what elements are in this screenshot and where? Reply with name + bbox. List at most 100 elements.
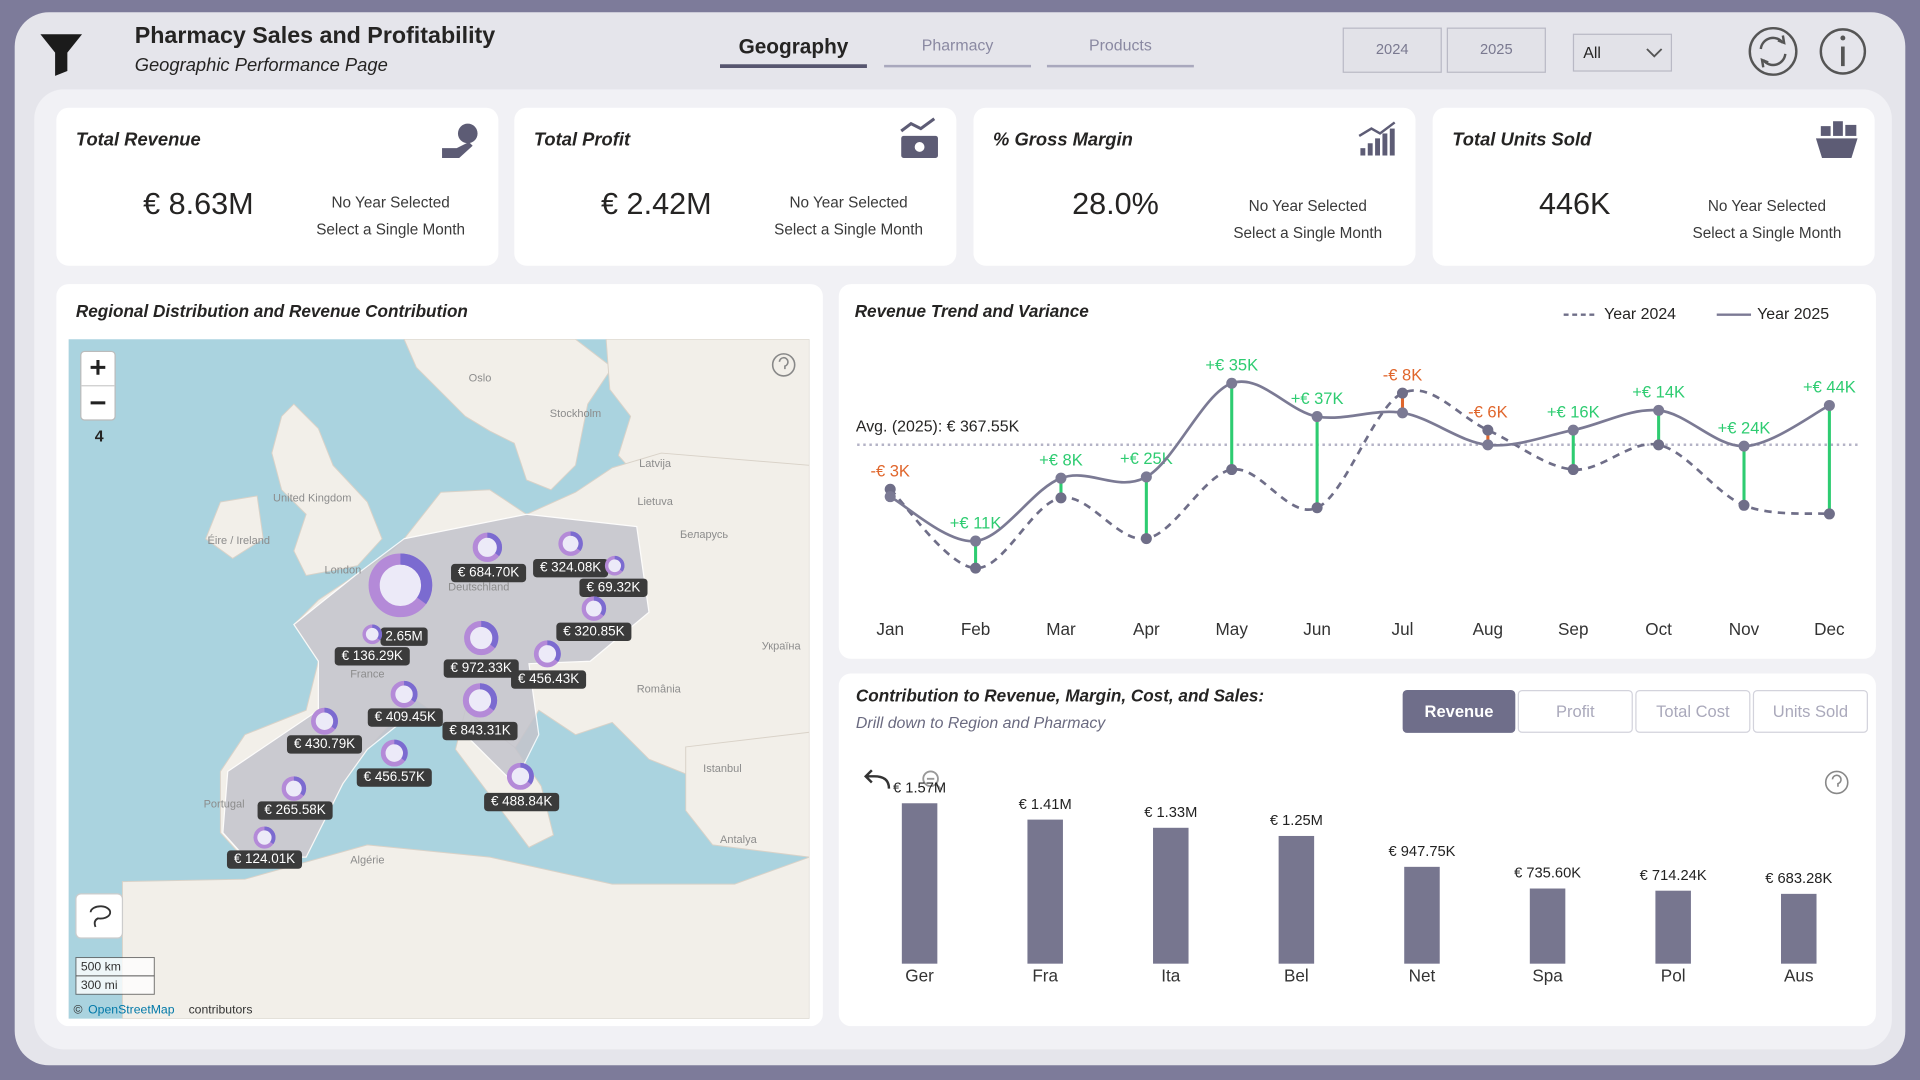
x-tick-label: May	[1216, 619, 1249, 639]
land	[271, 403, 383, 577]
page-title: Pharmacy Sales and Profitability	[135, 22, 496, 48]
metric-button[interactable]	[1752, 690, 1868, 733]
dropdown[interactable]	[1572, 33, 1673, 72]
metric-button-label[interactable]: Revenue	[1425, 702, 1494, 721]
metric-button[interactable]	[1635, 690, 1751, 733]
kpi-value: € 2.42M	[601, 187, 712, 221]
logo	[40, 34, 83, 76]
x-tick-label: Sep	[1558, 619, 1588, 639]
lasso-button[interactable]	[75, 893, 124, 939]
x-tick-label: Jul	[1392, 619, 1414, 639]
bubble-label-bg	[257, 801, 333, 820]
x-tick-label: Apr	[1133, 619, 1160, 639]
bar-help-glyph[interactable]	[1831, 774, 1842, 787]
legend-label: Year 2024	[1604, 306, 1676, 323]
metric-button[interactable]	[1517, 690, 1633, 733]
variance-label: +€ 25K	[1120, 449, 1173, 468]
bar-help[interactable]	[1824, 770, 1849, 795]
place-label: France	[350, 669, 384, 681]
kpi-icon	[1845, 124, 1857, 136]
bubble-label-bg	[579, 578, 648, 597]
series-point	[1567, 424, 1579, 436]
bubble-label: € 430.79K	[294, 736, 355, 751]
dropdown-chevron[interactable]	[1646, 48, 1663, 58]
bar-value-label: € 947.75K	[1388, 844, 1455, 860]
dropdown-value[interactable]: All	[1583, 45, 1601, 62]
metric-button-label[interactable]: Total Cost	[1656, 702, 1730, 721]
series-point	[1738, 499, 1750, 511]
map-help-glyph[interactable]	[778, 356, 789, 370]
variance-label: +€ 14K	[1632, 383, 1685, 402]
x-tick-label: Spa	[1532, 966, 1563, 986]
map-help[interactable]	[771, 353, 796, 377]
bar	[901, 803, 938, 964]
variance-label: +€ 8K	[1039, 450, 1083, 469]
year-button[interactable]	[1446, 27, 1546, 73]
series-point	[1311, 502, 1323, 514]
refresh-heads[interactable]	[1760, 35, 1786, 68]
x-tick-label: Ita	[1161, 966, 1181, 986]
tab[interactable]: Products	[1089, 38, 1152, 55]
x-tick-label: Bel	[1284, 966, 1309, 986]
place-label: Oslo	[469, 372, 492, 384]
kpi-icon	[1360, 148, 1366, 156]
metric-button-label[interactable]: Units Sold	[1773, 702, 1848, 721]
chart-title: Contribution to Revenue, Margin, Cost, a…	[856, 685, 1264, 705]
bubble-segment	[380, 739, 408, 767]
bar	[1529, 888, 1566, 964]
land	[205, 495, 264, 559]
place-label: Україна	[762, 640, 802, 652]
kpi-note: Select a Single Month	[774, 221, 923, 238]
info-ring[interactable]	[1819, 28, 1867, 75]
x-tick-label: Oct	[1645, 619, 1672, 639]
bubble-label: € 684.70K	[458, 565, 519, 580]
bubble-segment	[390, 680, 418, 708]
metric-button-label[interactable]: Profit	[1556, 702, 1595, 721]
kpi-card	[514, 107, 957, 266]
attribution: ©	[73, 1002, 82, 1016]
kpi-title: Total Units Sold	[1452, 129, 1592, 150]
bar-value-label: € 1.33M	[1144, 805, 1197, 821]
year-button[interactable]	[1342, 27, 1442, 73]
x-tick-label: Jan	[876, 619, 904, 639]
bar-value-label: € 1.41M	[1019, 797, 1072, 813]
tab[interactable]: Pharmacy	[922, 38, 994, 55]
refresh-button[interactable]	[1748, 26, 1798, 76]
series-point	[1482, 439, 1494, 451]
x-tick-label: Aug	[1473, 619, 1503, 639]
bar	[1655, 890, 1691, 964]
zoom-icon[interactable]	[922, 770, 939, 788]
series-point	[1396, 407, 1408, 419]
variance-label: +€ 11K	[950, 513, 1002, 532]
series-point	[1226, 377, 1238, 389]
bubble-label-bg	[367, 708, 443, 727]
kpi-card	[56, 107, 499, 266]
kpi-note: Select a Single Month	[1693, 225, 1842, 242]
bar-value-label: € 735.60K	[1514, 866, 1581, 882]
bubble-label-bg	[533, 558, 609, 578]
kpi-icon	[442, 142, 473, 158]
lasso-icon[interactable]	[89, 905, 112, 928]
kpi-icon	[1833, 121, 1843, 136]
metric-button[interactable]	[1402, 690, 1516, 733]
bubble-segment	[253, 826, 276, 849]
zoom-in[interactable]	[90, 360, 106, 375]
tab[interactable]: Geography	[739, 35, 849, 58]
x-tick-label: Nov	[1729, 619, 1760, 639]
drill-up[interactable]	[863, 769, 891, 789]
year-button-label[interactable]: 2024	[1376, 42, 1409, 58]
zoom-icon-handle[interactable]	[926, 777, 943, 791]
land	[685, 731, 810, 858]
place-label: Antalya	[720, 834, 758, 846]
info-dot[interactable]	[1840, 35, 1846, 41]
land	[121, 844, 810, 1019]
refresh-ring[interactable]	[1748, 26, 1798, 76]
chart-title: Revenue Trend and Variance	[855, 301, 1090, 321]
year-button-label[interactable]: 2025	[1480, 42, 1513, 58]
info-button[interactable]	[1819, 28, 1867, 75]
x-tick-label: Dec	[1814, 619, 1845, 639]
series-point	[970, 562, 982, 574]
bar-value-label: € 683.28K	[1765, 871, 1832, 887]
kpi-note: Select a Single Month	[1233, 225, 1382, 242]
bubble-label: € 456.43K	[518, 671, 579, 686]
